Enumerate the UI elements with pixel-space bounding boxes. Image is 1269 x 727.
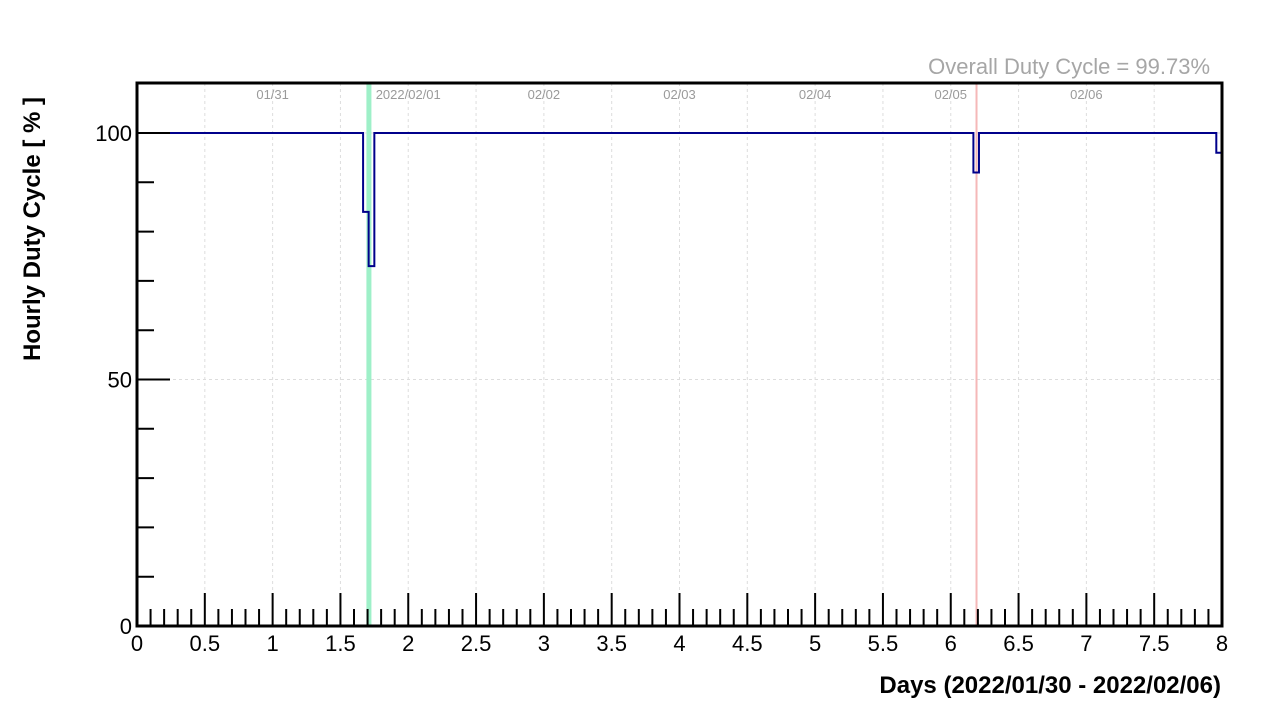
x-ticks: 0 0.5 1 1.5 2 2.5 3 3.5 4 4.5 5 5.5 6 6.5 7 7.5 8 xyxy=(131,593,1228,656)
x-tick-label: 8 xyxy=(1216,631,1228,656)
y-tick-label: 50 xyxy=(108,368,132,393)
x-tick-label: 3.5 xyxy=(596,631,627,656)
x-tick-label: 1 xyxy=(267,631,279,656)
y-tick-label: 100 xyxy=(95,121,132,146)
y-tick-label: 0 xyxy=(120,614,132,639)
date-label: 02/05 xyxy=(934,87,967,102)
x-tick-label: 3 xyxy=(538,631,550,656)
day-markers xyxy=(366,83,978,626)
x-tick-label: 5 xyxy=(809,631,821,656)
x-tick-label: 0 xyxy=(131,631,143,656)
date-label: 02/02 xyxy=(528,87,561,102)
x-tick-label: 0.5 xyxy=(190,631,221,656)
y-axis-title: Hourly Duty Cycle [ % ] xyxy=(19,97,46,361)
grid-lines xyxy=(136,83,1223,627)
date-label: 02/03 xyxy=(663,87,696,102)
x-tick-label: 4 xyxy=(673,631,685,656)
x-axis-title: Days (2022/01/30 - 2022/02/06) xyxy=(879,672,1221,699)
x-tick-label: 5.5 xyxy=(868,631,899,656)
x-tick-label: 4.5 xyxy=(732,631,763,656)
x-tick-label: 6.5 xyxy=(1003,631,1034,656)
overall-duty-cycle-annotation: Overall Duty Cycle = 99.73% xyxy=(928,54,1210,79)
date-label: 2022/02/01 xyxy=(376,87,441,102)
y-ticks: 0 50 100 xyxy=(95,121,170,639)
x-tick-label: 7 xyxy=(1080,631,1092,656)
x-tick-label: 7.5 xyxy=(1139,631,1170,656)
duty-cycle-series-line xyxy=(137,132,1222,268)
series-lines xyxy=(137,132,1222,268)
x-tick-label: 2 xyxy=(402,631,414,656)
x-tick-label: 6 xyxy=(945,631,957,656)
date-labels: 01/31 2022/02/01 02/02 02/03 02/04 02/05 02/06 xyxy=(256,87,1102,102)
date-label: 02/04 xyxy=(799,87,832,102)
x-tick-label: 1.5 xyxy=(325,631,356,656)
x-tick-label: 2.5 xyxy=(461,631,492,656)
date-label: 02/06 xyxy=(1070,87,1103,102)
date-label: 01/31 xyxy=(256,87,289,102)
